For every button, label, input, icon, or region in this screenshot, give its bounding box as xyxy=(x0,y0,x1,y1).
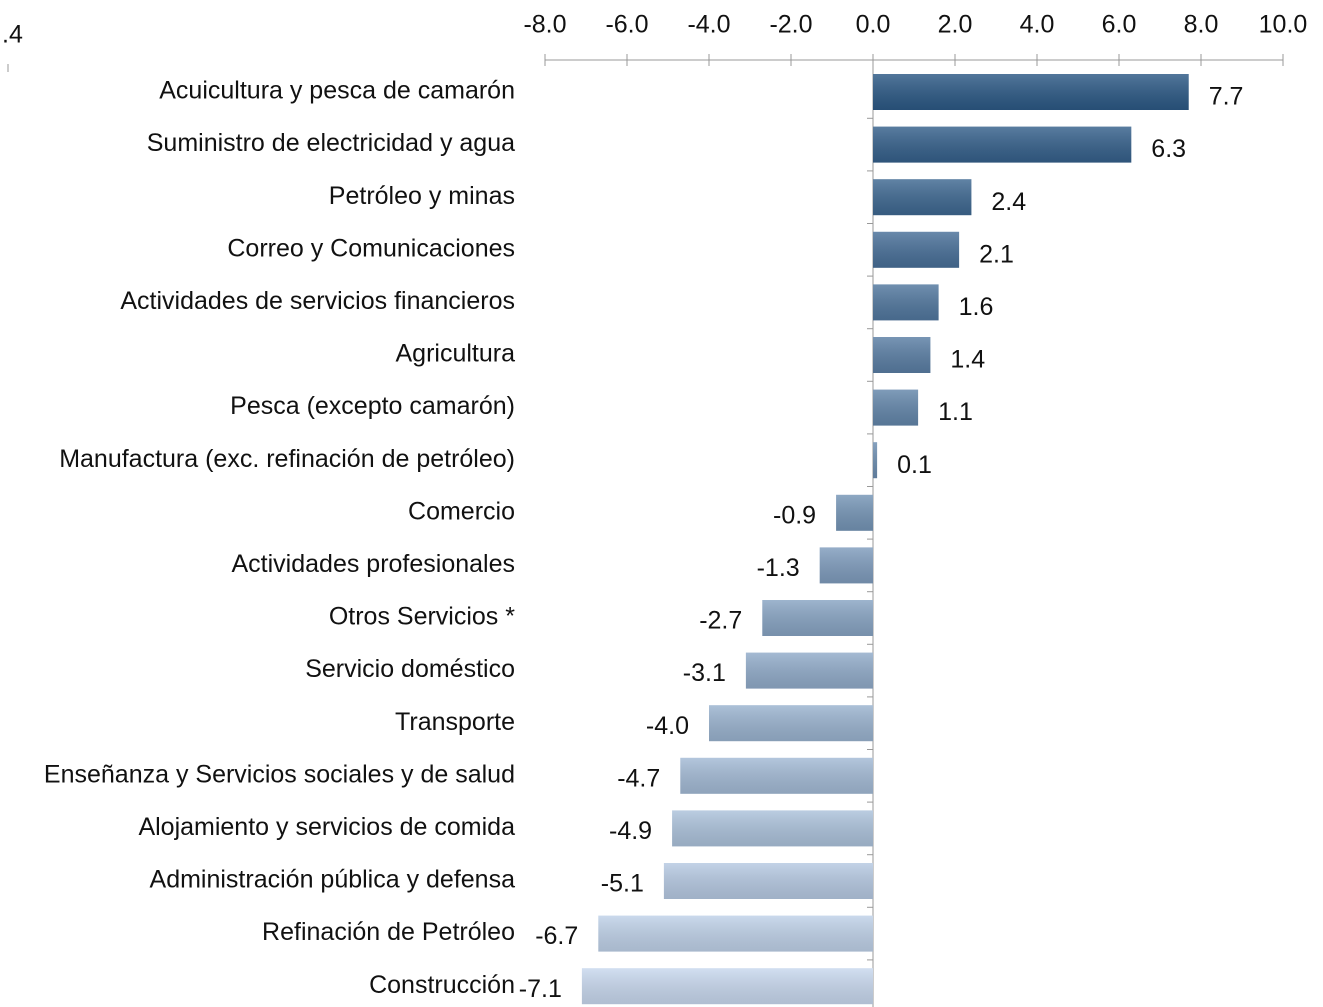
category-label: Refinación de Petróleo xyxy=(262,918,515,946)
x-tick-label: -4.0 xyxy=(687,11,730,39)
x-tick-label: 6.0 xyxy=(1102,11,1137,39)
value-label: -7.1 xyxy=(519,975,562,1003)
value-label: 1.1 xyxy=(938,398,973,426)
value-label: -4.9 xyxy=(609,817,652,845)
value-label: -1.3 xyxy=(757,554,800,582)
category-label: Agricultura xyxy=(396,340,516,368)
value-label: 2.1 xyxy=(979,240,1014,268)
category-label: Manufactura (exc. refinación de petróleo… xyxy=(59,445,515,473)
bar-shade xyxy=(598,915,873,952)
category-label: Transporte xyxy=(395,708,515,736)
value-label: 1.4 xyxy=(950,346,985,374)
bar-shade xyxy=(873,337,931,373)
value-label: 7.7 xyxy=(1209,83,1244,111)
category-label: Construcción xyxy=(369,971,515,999)
category-label: Comercio xyxy=(408,497,515,525)
bar-shade xyxy=(745,652,873,689)
value-label: 2.4 xyxy=(991,188,1026,216)
category-label: Suministro de electricidad y agua xyxy=(147,129,515,157)
bar-shade xyxy=(581,968,873,1005)
x-tick-label: 10.0 xyxy=(1259,11,1308,39)
category-label: Servicio doméstico xyxy=(305,655,515,683)
bar-shade xyxy=(873,231,960,268)
bar-shade xyxy=(762,600,873,636)
x-tick-label: 8.0 xyxy=(1184,11,1219,39)
bar-shade xyxy=(819,547,873,584)
category-label: Enseñanza y Servicios sociales y de salu… xyxy=(44,760,515,788)
x-tick-label: 4.0 xyxy=(1020,11,1055,39)
bar-shade xyxy=(873,74,1189,110)
category-label: Correo y Comunicaciones xyxy=(227,234,515,262)
value-label: -5.1 xyxy=(601,870,644,898)
value-label: -4.0 xyxy=(646,712,689,740)
bar-shade xyxy=(709,705,873,742)
value-label: -3.1 xyxy=(683,659,726,687)
value-label: -4.7 xyxy=(617,764,660,792)
category-label: Actividades profesionales xyxy=(232,550,516,578)
bar-shade xyxy=(680,757,873,794)
bar-shade xyxy=(873,389,919,426)
category-label: Otros Servicios * xyxy=(329,603,515,631)
category-label: Petróleo y minas xyxy=(329,182,515,210)
corner-text: .4 xyxy=(2,21,23,49)
bar-shade xyxy=(836,494,873,531)
bar-shade xyxy=(873,126,1132,163)
category-label: Pesca (excepto camarón) xyxy=(230,392,515,420)
bar-shade xyxy=(873,179,972,216)
category-label: Actividades de servicios financieros xyxy=(120,287,515,315)
bar-shade xyxy=(672,810,873,847)
category-label: Administración pública y defensa xyxy=(150,866,516,894)
value-label: 1.6 xyxy=(959,293,994,321)
category-label: Alojamiento y servicios de comida xyxy=(138,813,515,841)
x-tick-label: -8.0 xyxy=(523,11,566,39)
bar-shade xyxy=(663,863,873,899)
value-label: -0.9 xyxy=(773,501,816,529)
x-tick-label: 2.0 xyxy=(938,11,973,39)
value-label: -2.7 xyxy=(699,607,742,635)
bar-shade xyxy=(873,442,878,479)
value-label: 0.1 xyxy=(897,451,932,479)
value-label: 6.3 xyxy=(1151,135,1186,163)
x-tick-label: -2.0 xyxy=(769,11,812,39)
value-label: -6.7 xyxy=(535,922,578,950)
category-label: Acuicultura y pesca de camarón xyxy=(159,77,515,105)
x-tick-label: 0.0 xyxy=(856,11,891,39)
bar-shade xyxy=(873,284,939,321)
x-tick-label: -6.0 xyxy=(605,11,648,39)
